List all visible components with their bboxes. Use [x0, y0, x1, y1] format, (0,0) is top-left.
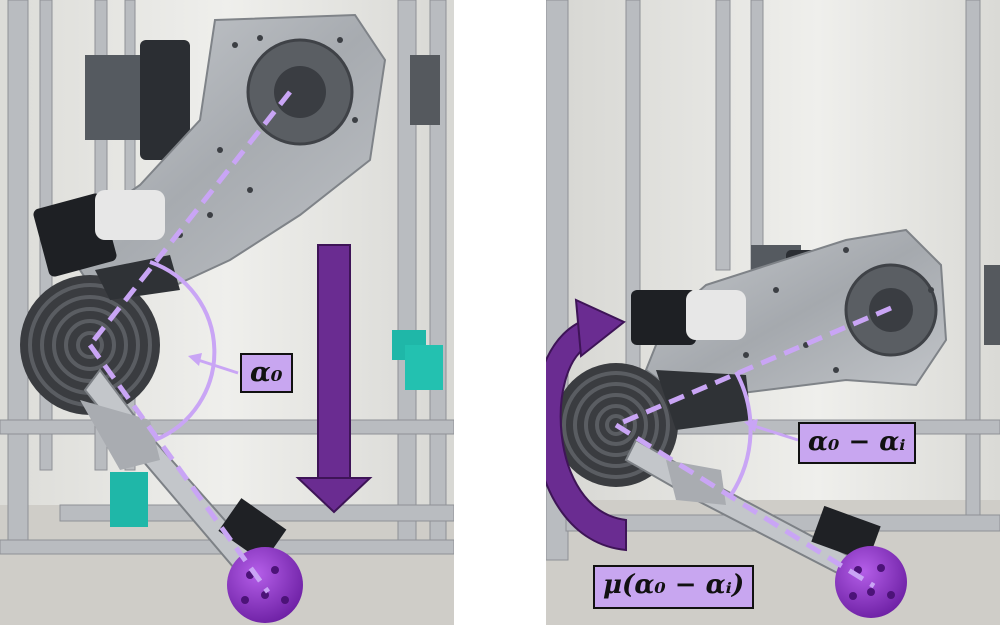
- down-arrow-icon: [295, 244, 373, 514]
- right-photo-panel: [546, 0, 1000, 625]
- motor-block: [85, 55, 145, 140]
- left-photo-panel: [0, 0, 454, 625]
- alpha-difference-label: α₀ − αᵢ: [798, 422, 916, 464]
- angle-arc: [149, 260, 217, 442]
- mu-torque-label: μ(α₀ − αᵢ): [593, 565, 755, 609]
- curved-arrow-icon: [546, 298, 627, 552]
- left-robot-leg-photo: [0, 0, 454, 625]
- knee-motor: [631, 290, 696, 345]
- alpha0-label: α₀: [240, 353, 293, 393]
- spiral-spring: [562, 371, 670, 479]
- teal-slider-lower: [110, 472, 148, 527]
- leg-axis-dashes: [614, 305, 892, 589]
- angle-arc: [729, 371, 753, 497]
- foot-mount: [218, 498, 287, 563]
- purple-foot-wheel: [227, 547, 303, 623]
- leg-axis-dashes: [87, 90, 292, 594]
- purple-foot-wheel: [835, 546, 907, 618]
- right-robot-leg-photo: [546, 0, 1000, 625]
